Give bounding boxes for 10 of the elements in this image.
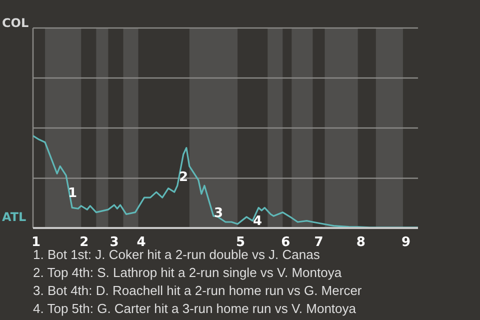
text: 3. Bot 4th: D. Roachell hit a 2-run home run vs G. Mercer [33, 282, 362, 300]
text: 2. Top 4th: S. Lathrop hit a 2-run single vs V. Montoya [33, 264, 343, 282]
text: 4. Top 5th: G. Carter hit a 3-run home run vs V. Montoya [33, 300, 358, 318]
x-tick-label: 8 [356, 235, 366, 250]
annotation: 1 [68, 186, 78, 202]
annotation: 2 [179, 170, 188, 186]
x-tick-label: 9 [401, 235, 410, 250]
annotation: 4 [253, 214, 262, 230]
text: ATL [2, 210, 26, 224]
text: COL [2, 16, 29, 30]
